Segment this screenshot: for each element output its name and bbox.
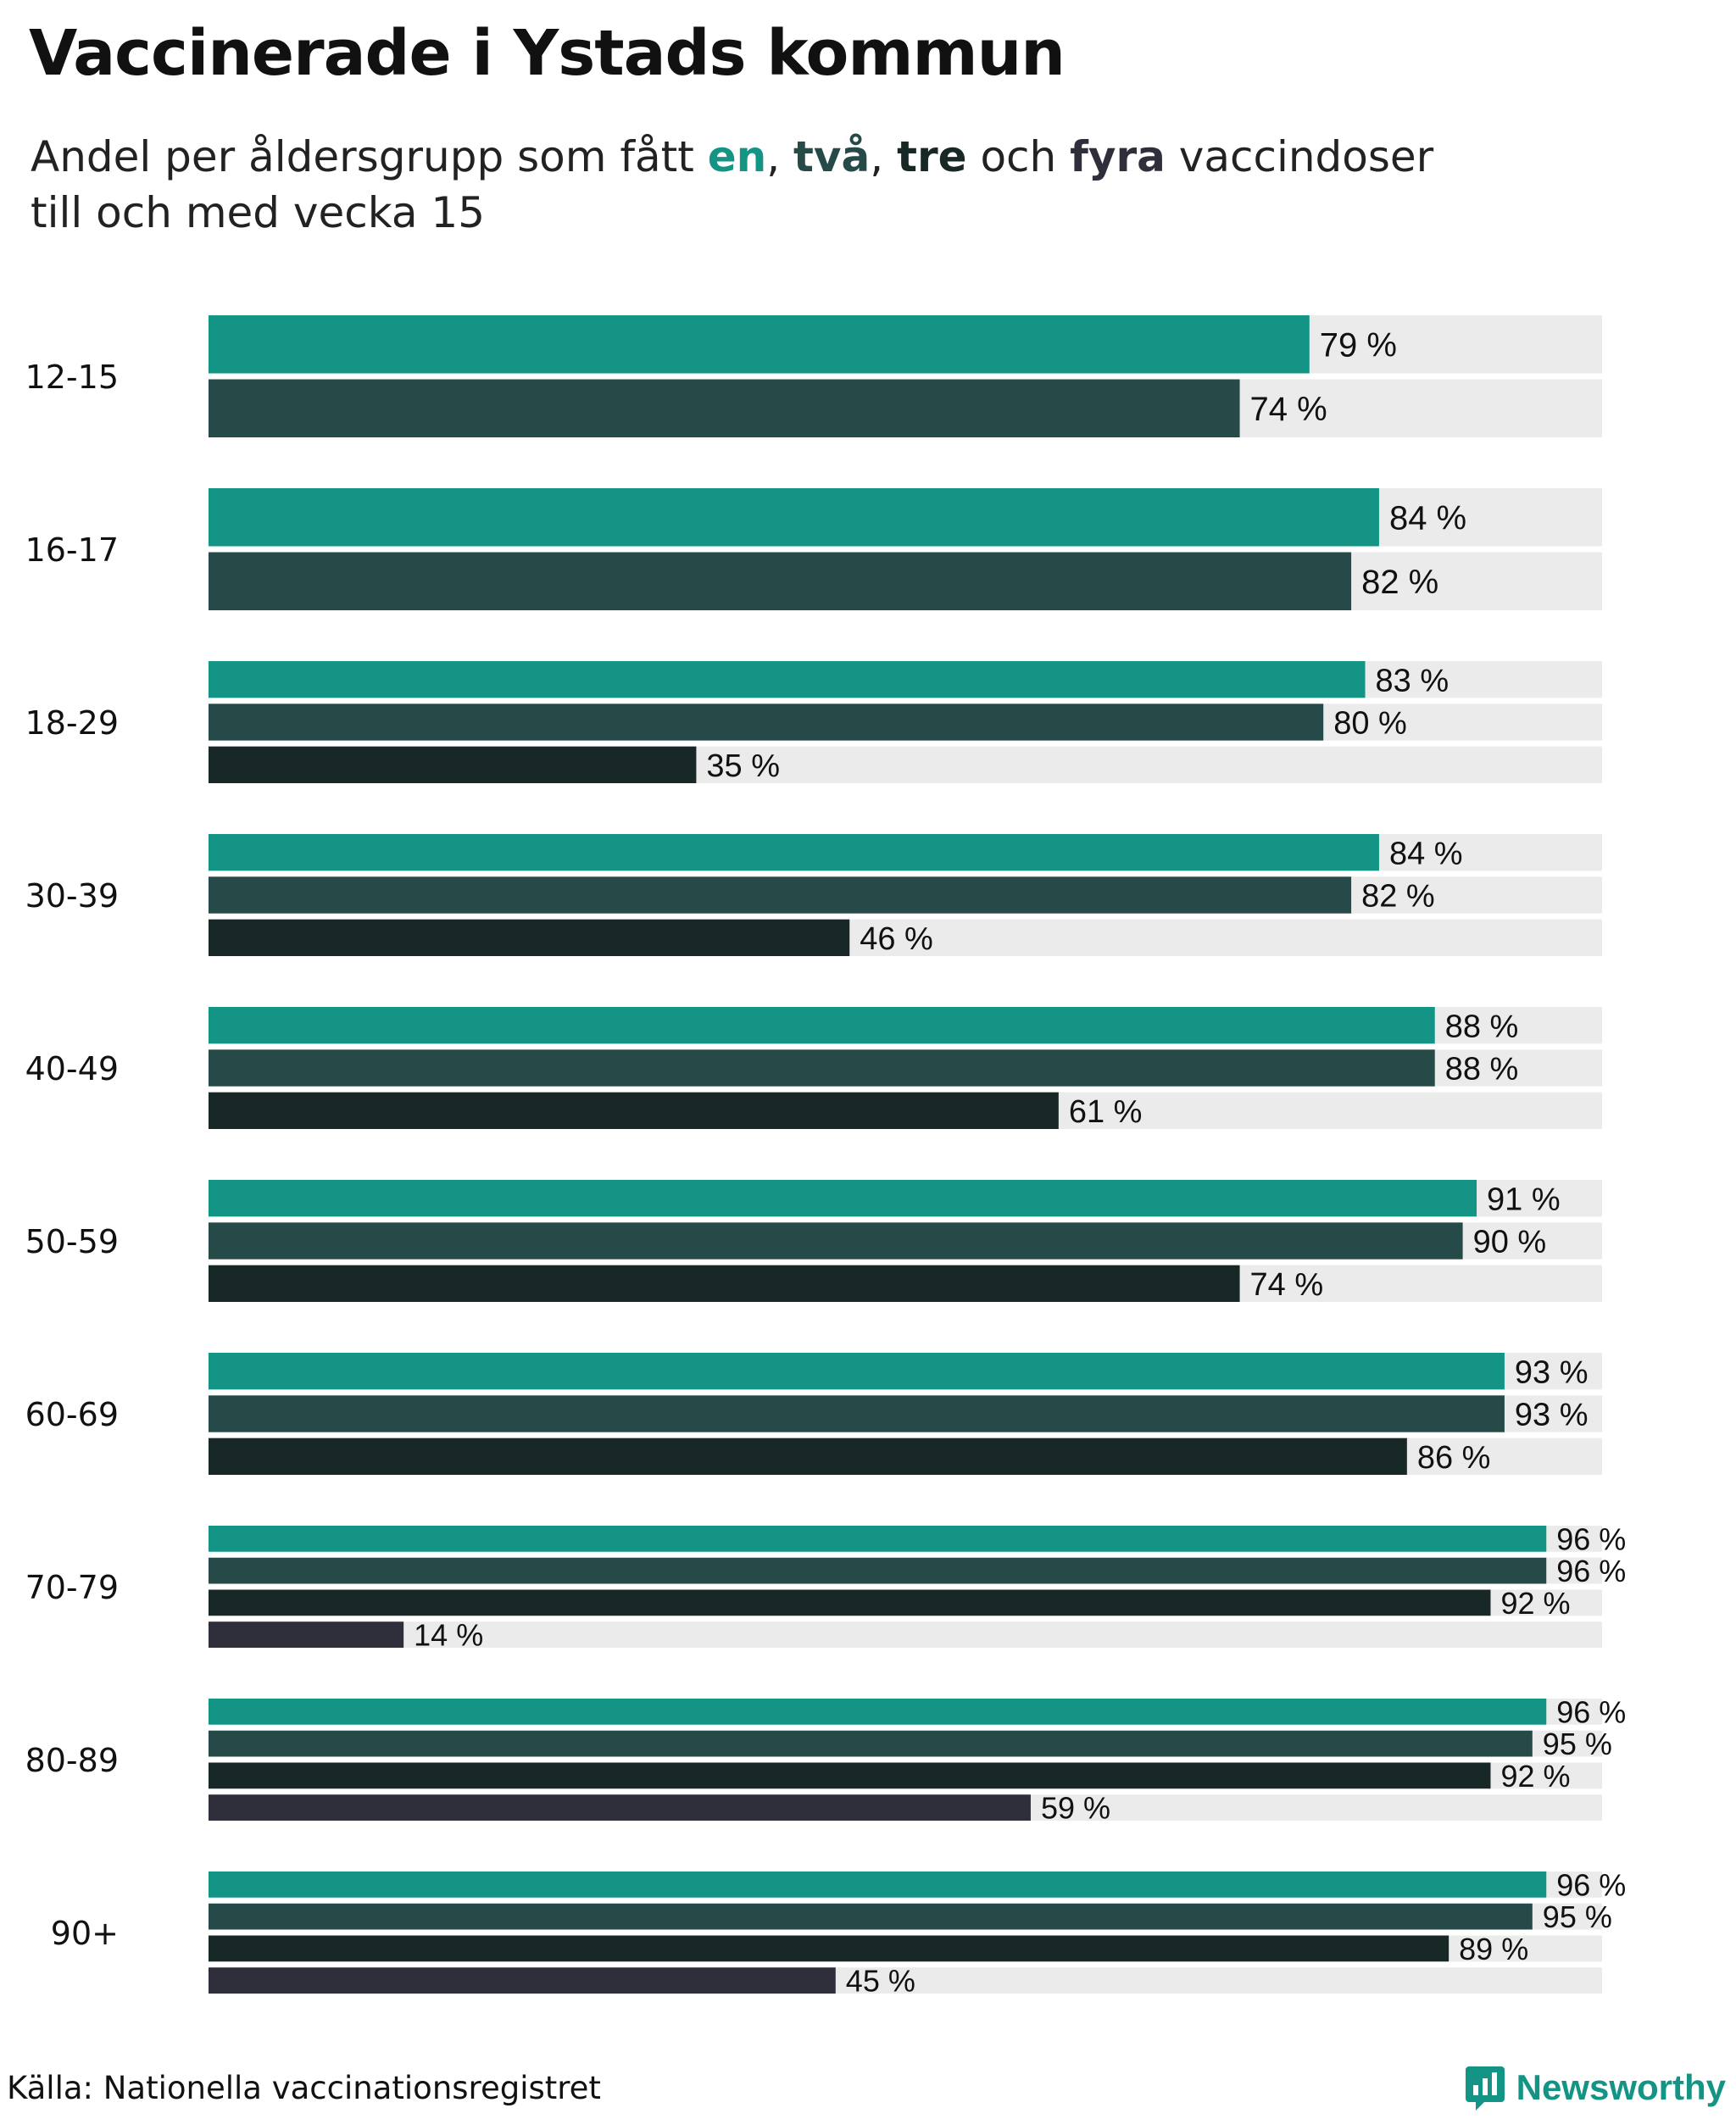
value-label: 35 % xyxy=(706,748,780,784)
value-label: 84 % xyxy=(1389,500,1466,537)
value-label: 93 % xyxy=(1515,1354,1589,1390)
bar-dose2 xyxy=(209,1730,1533,1757)
bar-dose2 xyxy=(209,552,1352,610)
value-label: 88 % xyxy=(1445,1009,1519,1044)
value-label: 45 % xyxy=(846,1964,915,1999)
category-label: 80-89 xyxy=(25,1742,119,1779)
bar-dose4 xyxy=(209,1967,836,1994)
bar-dose1 xyxy=(209,315,1310,374)
brand[interactable]: Newsworthy xyxy=(1465,2065,1726,2111)
category-label: 40-49 xyxy=(25,1050,119,1087)
value-label: 74 % xyxy=(1250,391,1327,428)
subtitle-dose-four: fyra xyxy=(1070,132,1166,181)
subtitle-separator: , xyxy=(766,132,794,181)
bar-dose2 xyxy=(209,379,1240,437)
category-label: 16-17 xyxy=(25,531,119,569)
bar-dose2 xyxy=(209,1557,1547,1584)
bar-dose3 xyxy=(209,1935,1449,1962)
category-label: 60-69 xyxy=(25,1396,119,1433)
bar-dose1 xyxy=(209,1180,1477,1217)
bar-dose1 xyxy=(209,1526,1547,1552)
value-label: 82 % xyxy=(1361,879,1435,915)
value-label: 61 % xyxy=(1069,1094,1143,1130)
subtitle-line-two: till och med vecka 15 xyxy=(31,188,486,237)
bar-dose1 xyxy=(209,1353,1505,1390)
newsworthy-logo-icon xyxy=(1465,2066,1505,2111)
category-label: 30-39 xyxy=(25,877,119,915)
value-label: 82 % xyxy=(1361,564,1438,601)
value-label: 96 % xyxy=(1556,1521,1626,1556)
subtitle-separator: , xyxy=(870,132,898,181)
bar-dose1 xyxy=(209,1699,1547,1725)
value-label: 83 % xyxy=(1376,663,1449,698)
bar-dose3 xyxy=(209,919,850,956)
brand-name: Newsworthy xyxy=(1516,2067,1726,2107)
subtitle-dose-one: en xyxy=(707,132,767,181)
value-label: 93 % xyxy=(1515,1398,1589,1433)
subtitle-prefix: Andel per åldersgrupp som fått xyxy=(31,132,708,181)
value-label: 46 % xyxy=(860,921,933,957)
value-label: 95 % xyxy=(1543,1899,1612,1934)
bar-dose3 xyxy=(209,1762,1491,1789)
bar-dose3 xyxy=(209,1589,1491,1616)
value-label: 91 % xyxy=(1487,1182,1561,1217)
category-label: 90+ xyxy=(51,1915,119,1952)
bar-dose3 xyxy=(209,1092,1059,1129)
bar-dose1 xyxy=(209,661,1366,698)
value-label: 79 % xyxy=(1320,327,1397,364)
source-note: Källa: Nationella vaccinationsregistret xyxy=(7,2070,601,2106)
value-label: 96 % xyxy=(1556,1867,1626,1902)
value-label: 88 % xyxy=(1445,1052,1519,1087)
bar-dose1 xyxy=(209,834,1379,871)
category-label: 70-79 xyxy=(25,1569,119,1606)
category-label: 50-59 xyxy=(25,1223,119,1260)
value-label: 96 % xyxy=(1556,1694,1626,1729)
bar-dose2 xyxy=(209,1049,1435,1087)
value-label: 95 % xyxy=(1543,1727,1612,1761)
bar-dose1 xyxy=(209,488,1379,547)
value-label: 92 % xyxy=(1500,1586,1570,1621)
bar-dose2 xyxy=(209,1395,1505,1432)
value-label: 74 % xyxy=(1250,1267,1324,1303)
subtitle-conjunction: och xyxy=(966,132,1071,181)
value-label: 96 % xyxy=(1556,1554,1626,1588)
value-label: 59 % xyxy=(1041,1791,1110,1826)
bar-dose3 xyxy=(209,1265,1240,1302)
category-label: 18-29 xyxy=(25,704,119,742)
bar-dose2 xyxy=(209,1903,1533,1930)
bar-dose3 xyxy=(209,746,697,783)
value-label: 89 % xyxy=(1459,1932,1528,1966)
subtitle-dose-three: tre xyxy=(897,132,967,181)
bar-dose2 xyxy=(209,1222,1463,1260)
chart-title: Vaccinerade i Ystads kommun xyxy=(29,17,1066,90)
bar-dose1 xyxy=(209,1007,1435,1044)
subtitle-suffix: vaccindoser xyxy=(1165,132,1434,181)
bar-track xyxy=(209,1621,1602,1648)
bar-dose2 xyxy=(209,704,1324,741)
bar-dose2 xyxy=(209,876,1352,914)
category-label: 12-15 xyxy=(25,359,119,396)
bar-dose4 xyxy=(209,1621,404,1648)
chart-subtitle: Andel per åldersgrupp som fått en, två, … xyxy=(31,129,1641,241)
bar-dose4 xyxy=(209,1794,1031,1821)
value-label: 92 % xyxy=(1500,1759,1570,1794)
value-label: 84 % xyxy=(1389,836,1463,871)
value-label: 80 % xyxy=(1333,706,1407,742)
value-label: 14 % xyxy=(414,1618,483,1653)
subtitle-dose-two: två xyxy=(793,132,871,181)
bar-dose1 xyxy=(209,1872,1547,1898)
value-label: 86 % xyxy=(1417,1440,1491,1476)
bar-dose3 xyxy=(209,1438,1407,1475)
value-label: 90 % xyxy=(1473,1225,1547,1260)
bar-chart: 12-15 79 % 74 % 16-17 84 % 82 % 18-29 83 % 80 % 3… xyxy=(25,315,1626,1999)
